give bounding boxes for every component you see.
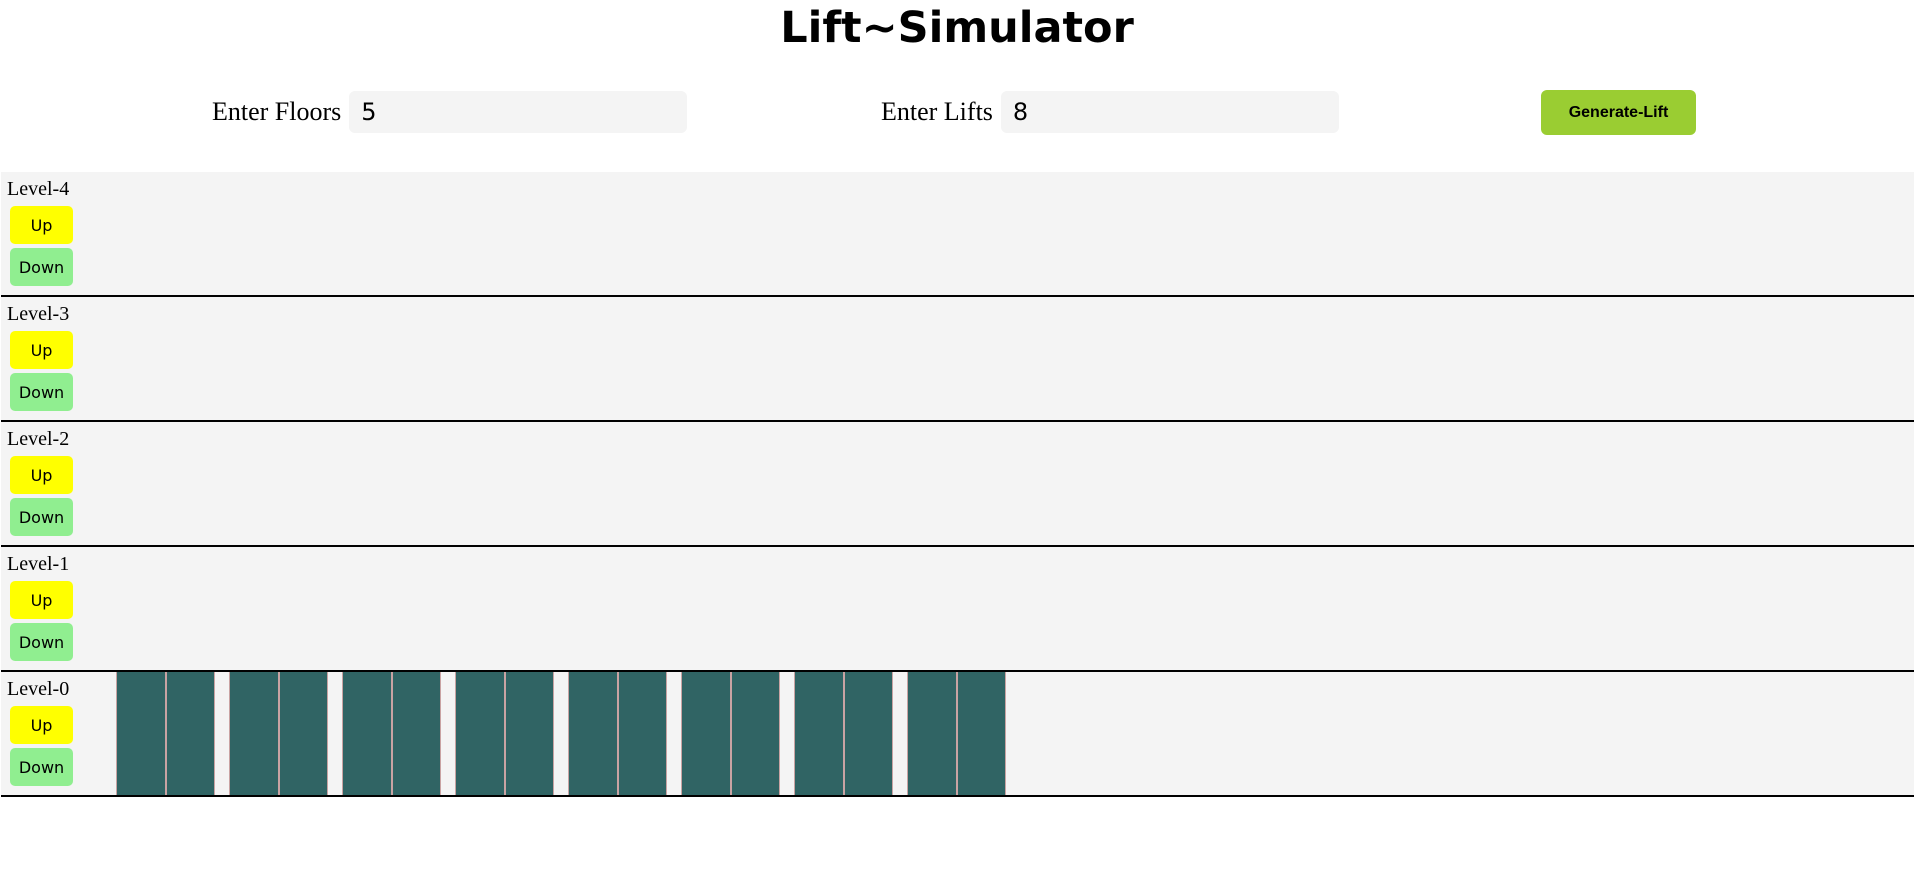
up-button[interactable]: Up xyxy=(10,706,73,744)
floors-label: Enter Floors xyxy=(212,97,342,126)
lifts-input[interactable] xyxy=(1000,91,1339,133)
lift-right-door xyxy=(391,672,441,795)
lift-right-door xyxy=(956,672,1006,795)
lifts-field-group: Enter Lifts xyxy=(881,91,1339,133)
floor-level-4: Level-4 Up Down xyxy=(1,172,1914,297)
lift-4 xyxy=(455,672,554,795)
lift-right-door xyxy=(278,672,328,795)
down-button[interactable]: Down xyxy=(10,248,73,286)
lift-3 xyxy=(342,672,441,795)
lift-left-door xyxy=(455,672,505,795)
lifts-label: Enter Lifts xyxy=(881,97,993,126)
generate-lift-button[interactable]: Generate-Lift xyxy=(1541,90,1696,135)
down-button[interactable]: Down xyxy=(10,373,73,411)
floor-level-0: Level-0 Up Down xyxy=(1,672,1914,797)
lift-left-door xyxy=(794,672,844,795)
lift-2 xyxy=(229,672,328,795)
up-button[interactable]: Up xyxy=(10,331,73,369)
up-button[interactable]: Up xyxy=(10,456,73,494)
floor-level-3: Level-3 Up Down xyxy=(1,297,1914,422)
floor-label: Level-4 xyxy=(7,178,70,200)
lift-8 xyxy=(907,672,1006,795)
lift-1 xyxy=(116,672,215,795)
lift-right-door xyxy=(617,672,667,795)
lift-right-door xyxy=(165,672,215,795)
floors-field-group: Enter Floors xyxy=(212,91,688,133)
lift-left-door xyxy=(907,672,957,795)
lift-right-door xyxy=(504,672,554,795)
down-button[interactable]: Down xyxy=(10,498,73,536)
building: Level-4 Up Down Level-3 Up Down Level-2 … xyxy=(1,172,1914,797)
floor-label: Level-0 xyxy=(7,678,70,700)
floor-label: Level-2 xyxy=(7,428,70,450)
lift-left-door xyxy=(342,672,392,795)
page-title: Lift~Simulator xyxy=(780,3,1134,53)
lift-left-door xyxy=(568,672,618,795)
lift-left-door xyxy=(681,672,731,795)
floor-level-1: Level-1 Up Down xyxy=(1,547,1914,672)
lift-left-door xyxy=(229,672,279,795)
lift-6 xyxy=(681,672,780,795)
up-button[interactable]: Up xyxy=(10,581,73,619)
down-button[interactable]: Down xyxy=(10,623,73,661)
lift-7 xyxy=(794,672,893,795)
floor-label: Level-3 xyxy=(7,303,70,325)
floor-label: Level-1 xyxy=(7,553,70,575)
floors-input[interactable] xyxy=(349,91,688,133)
lift-right-door xyxy=(730,672,780,795)
up-button[interactable]: Up xyxy=(10,206,73,244)
lift-left-door xyxy=(116,672,166,795)
lift-row xyxy=(116,672,1020,795)
lift-5 xyxy=(568,672,667,795)
floor-level-2: Level-2 Up Down xyxy=(1,422,1914,547)
lift-right-door xyxy=(843,672,893,795)
down-button[interactable]: Down xyxy=(10,748,73,786)
